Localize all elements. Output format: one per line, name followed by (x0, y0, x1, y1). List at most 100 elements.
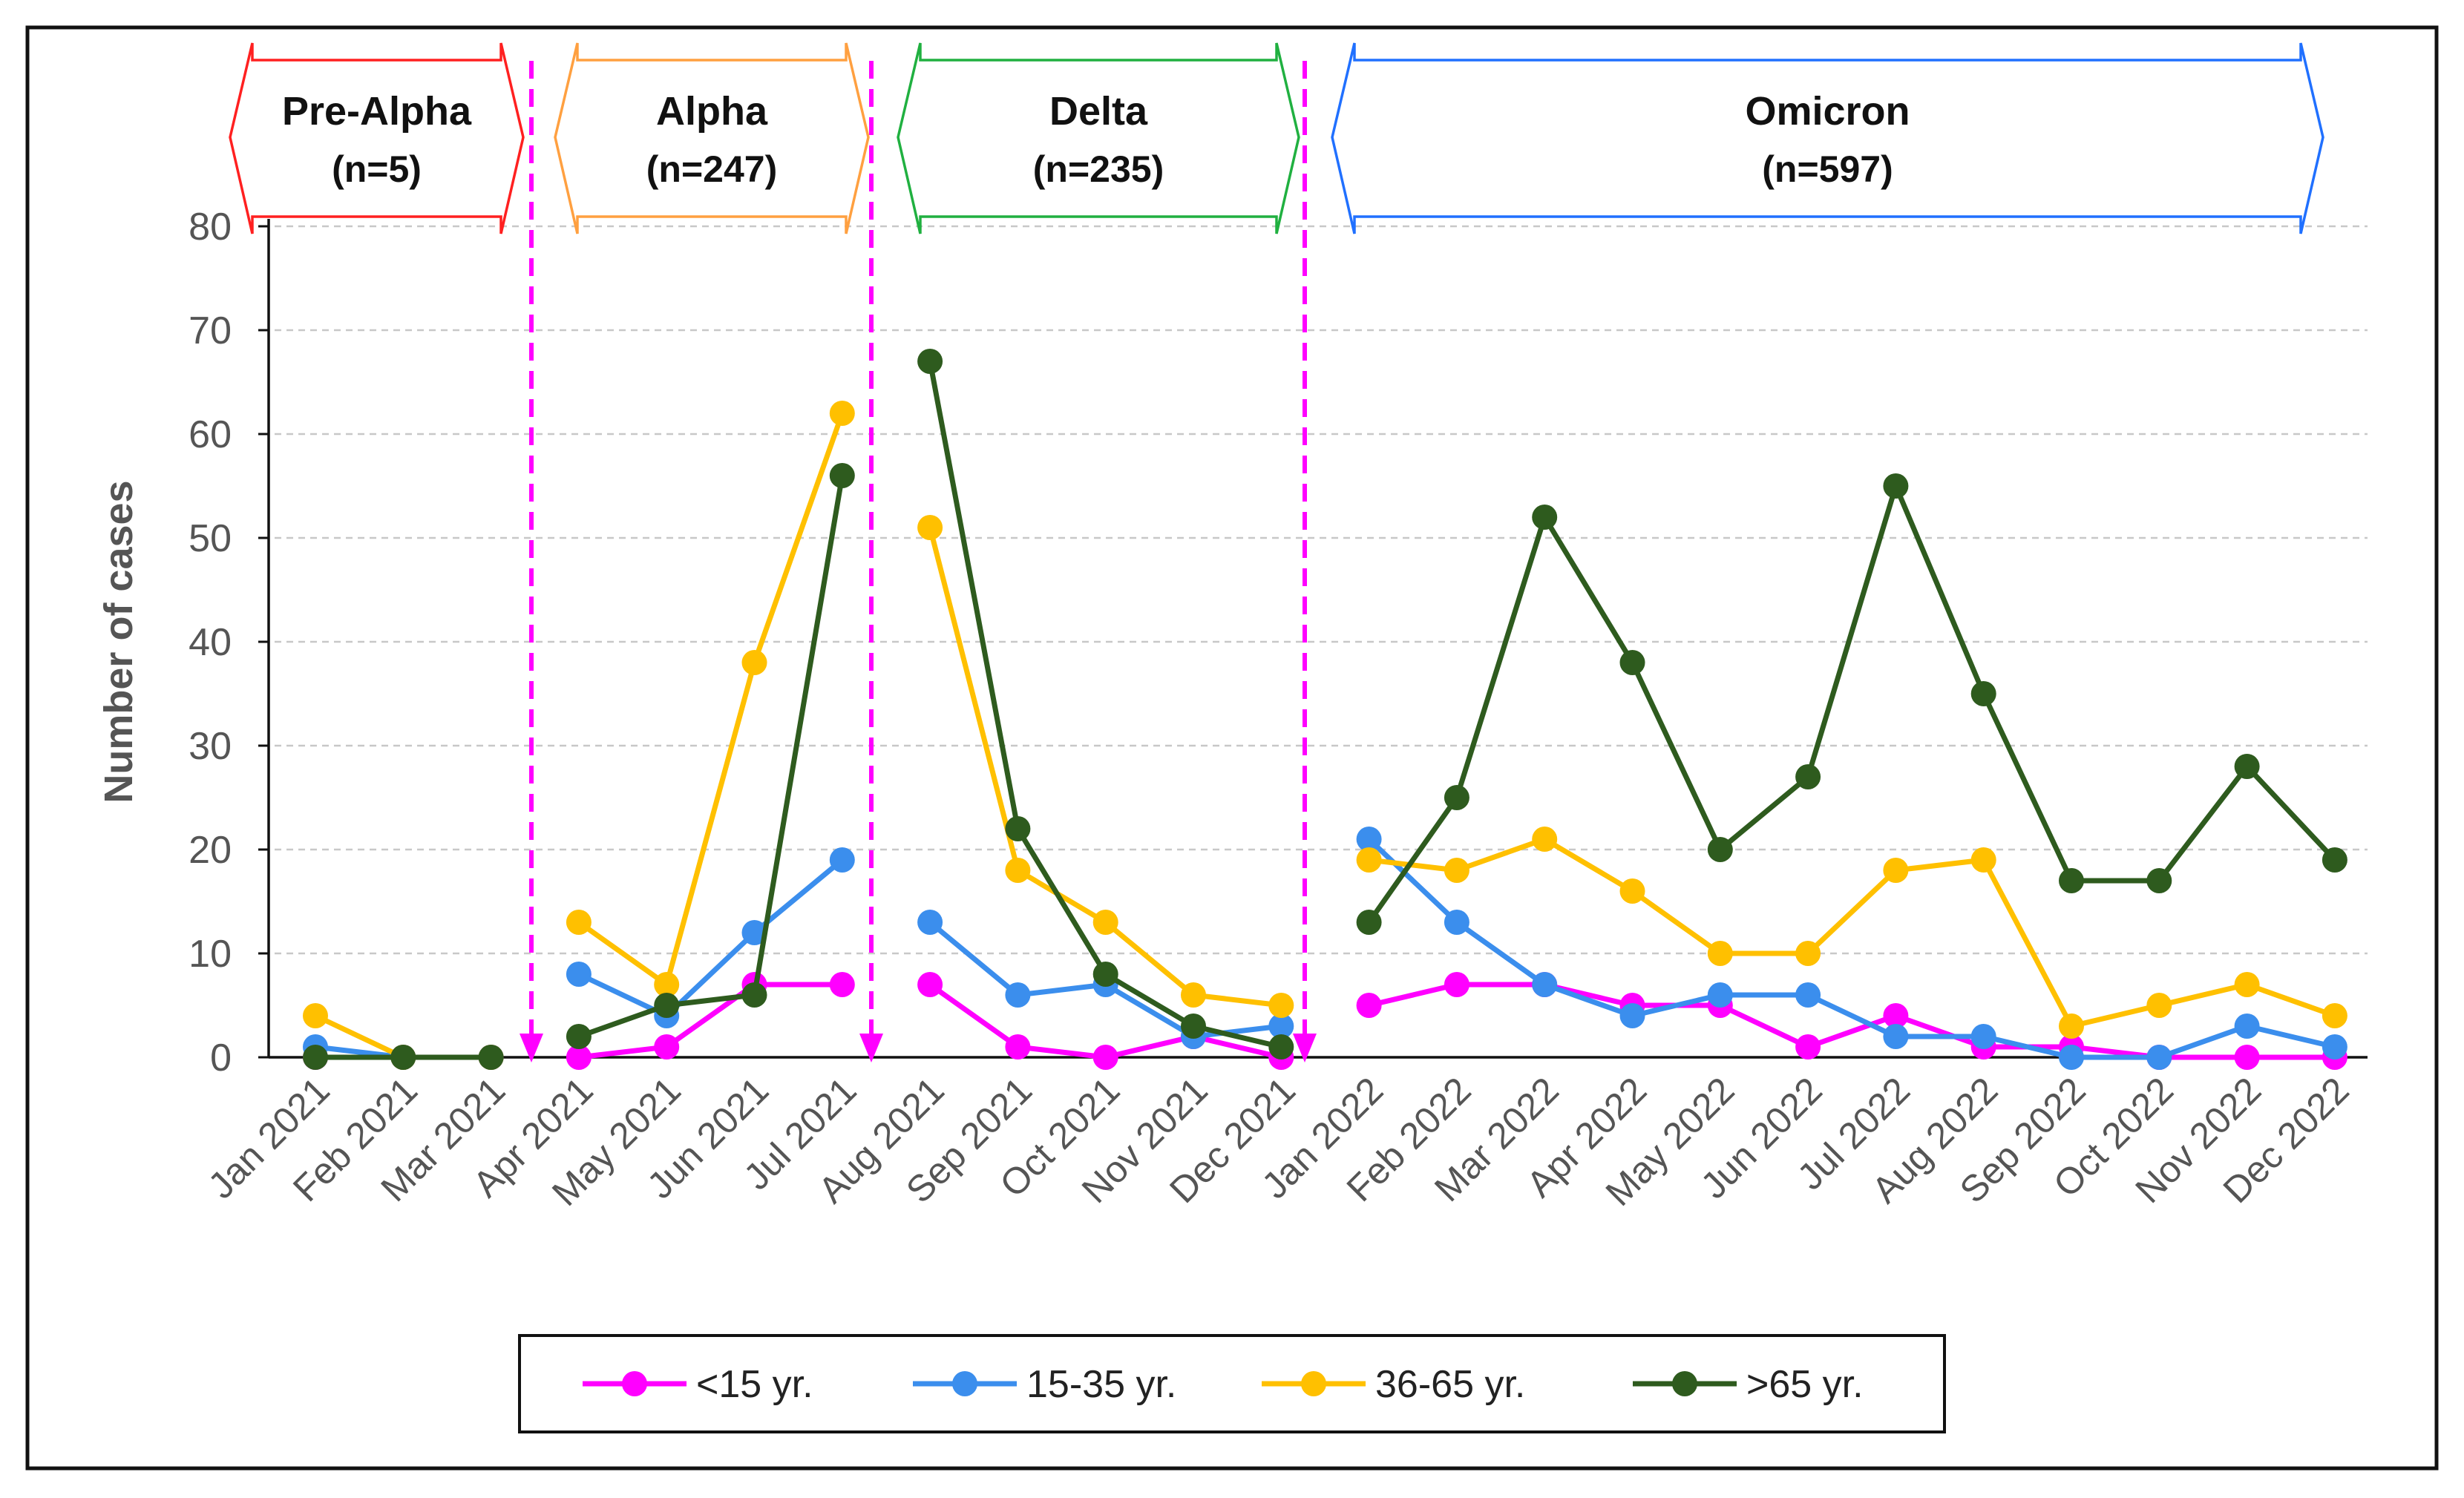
variant-period-name: Omicron (1745, 89, 1910, 134)
data-point (1795, 982, 1821, 1008)
y-tick-label: 20 (189, 829, 232, 872)
legend-marker (1301, 1371, 1326, 1396)
data-point (741, 920, 767, 945)
data-point (829, 401, 855, 426)
variant-period-name: Alpha (656, 89, 768, 134)
data-point (1532, 972, 1558, 997)
data-point (2234, 1014, 2260, 1039)
data-point (1883, 1003, 1909, 1028)
data-point (2234, 1045, 2260, 1070)
data-point (1444, 785, 1469, 810)
data-point (2059, 1014, 2084, 1039)
data-point (1619, 650, 1645, 675)
variant-period-count: (n=597) (1762, 148, 1893, 190)
data-point (2059, 868, 2084, 893)
data-point (1181, 1014, 1206, 1039)
series-line (1366, 483, 2338, 925)
data-point (1268, 1014, 1294, 1039)
series-line (1366, 836, 2338, 1029)
y-tick-label: 40 (189, 621, 232, 664)
data-point (1532, 505, 1558, 530)
data-point (1005, 858, 1031, 883)
variant-period-arrow (229, 42, 525, 234)
data-point (566, 1024, 592, 1049)
series-line (1366, 982, 2338, 1060)
data-point (1005, 982, 1031, 1008)
legend-label: <15 yr. (696, 1363, 813, 1406)
data-point (1707, 982, 1733, 1008)
period-layer: Pre-Alpha (n=5) Alpha (n=247) Delta (n=235) Om… (229, 42, 2324, 1062)
data-point (2234, 972, 2260, 997)
data-point (1795, 1034, 1821, 1060)
series-line (1366, 836, 2338, 1060)
data-point (1707, 941, 1733, 966)
data-point (1795, 941, 1821, 966)
data-point (917, 972, 943, 997)
data-point (1795, 764, 1821, 789)
data-point (566, 1045, 592, 1070)
data-point (1092, 962, 1118, 987)
data-point (1356, 910, 1382, 935)
data-point (1181, 982, 1206, 1008)
series-line (576, 473, 845, 1039)
data-point (1444, 910, 1469, 935)
variant-period-arrow (897, 42, 1300, 234)
data-point (1444, 858, 1469, 883)
data-point (1356, 993, 1382, 1018)
grid-layer (275, 225, 2368, 955)
data-point (1268, 993, 1294, 1018)
data-point (654, 972, 680, 997)
data-point (478, 1045, 504, 1070)
variant-period-count: (n=247) (646, 148, 777, 190)
data-point (2322, 1034, 2347, 1060)
data-point (1619, 878, 1645, 904)
legend-label: 36-65 yr. (1375, 1363, 1525, 1406)
data-point (390, 1045, 416, 1070)
data-point (917, 910, 943, 935)
data-point (1970, 847, 1996, 873)
data-point (1707, 837, 1733, 862)
variant-period-name: Pre-Alpha (282, 89, 472, 134)
y-axis-title: Number of cases (96, 480, 141, 803)
y-tick-label: 80 (189, 206, 232, 249)
legend-label: 15-35 yr. (1026, 1363, 1176, 1406)
data-point (654, 1034, 680, 1060)
variant-period-arrow (554, 42, 870, 234)
period-divider-arrowhead (520, 1034, 543, 1062)
data-point (1005, 1034, 1031, 1060)
data-point (1883, 1024, 1909, 1049)
series-layer (303, 349, 2347, 1070)
y-tick-label: 60 (189, 413, 232, 456)
chart-frame (25, 25, 2439, 1471)
data-point (829, 847, 855, 873)
data-point (829, 463, 855, 488)
data-point (2146, 868, 2172, 893)
y-tick-label: 0 (210, 1037, 232, 1080)
data-point (829, 972, 855, 997)
data-point (1883, 473, 1909, 499)
data-point (1970, 1024, 1996, 1049)
y-tick-label: 30 (189, 725, 232, 768)
data-point (1970, 681, 1996, 706)
legend-marker (952, 1371, 977, 1396)
legend: <15 yr. 15-35 yr. 36-65 yr. >65 yr. (518, 1334, 1946, 1433)
legend-label: >65 yr. (1746, 1363, 1864, 1406)
data-point (917, 349, 943, 374)
y-tick-label: 50 (189, 517, 232, 560)
data-point (1356, 827, 1382, 852)
data-point (1268, 1034, 1294, 1060)
data-point (1092, 1045, 1118, 1070)
variant-period-name: Delta (1049, 89, 1148, 134)
data-point (566, 910, 592, 935)
data-point (2146, 993, 2172, 1018)
variant-period-count: (n=235) (1033, 148, 1164, 190)
data-point (1092, 910, 1118, 935)
data-point (741, 650, 767, 675)
data-point (2146, 1045, 2172, 1070)
legend-marker (1672, 1371, 1697, 1396)
variant-period-count: (n=5) (332, 148, 422, 190)
series-line (576, 982, 845, 1060)
y-tick-label: 70 (189, 309, 232, 352)
data-point (2322, 847, 2347, 873)
